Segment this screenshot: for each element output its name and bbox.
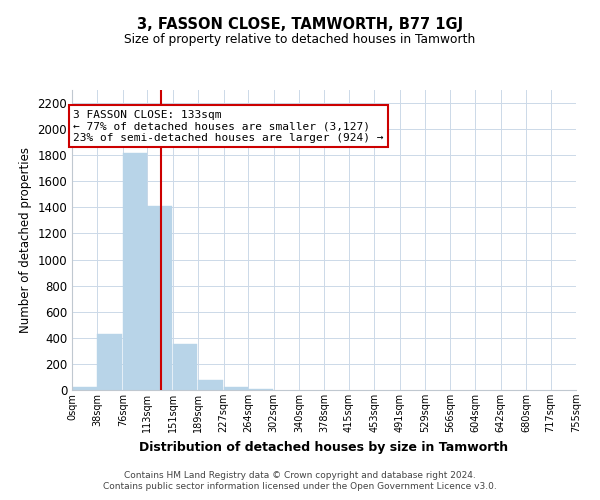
Text: 3 FASSON CLOSE: 133sqm
← 77% of detached houses are smaller (3,127)
23% of semi-: 3 FASSON CLOSE: 133sqm ← 77% of detached… [73, 110, 384, 143]
Text: Contains public sector information licensed under the Open Government Licence v3: Contains public sector information licen… [103, 482, 497, 491]
X-axis label: Distribution of detached houses by size in Tamworth: Distribution of detached houses by size … [139, 440, 509, 454]
Bar [173, 344, 197, 390]
Text: Size of property relative to detached houses in Tamworth: Size of property relative to detached ho… [124, 32, 476, 46]
Y-axis label: Number of detached properties: Number of detached properties [19, 147, 32, 333]
Bar [148, 206, 172, 390]
Bar [97, 334, 122, 390]
Bar [123, 152, 148, 390]
Text: Contains HM Land Registry data © Crown copyright and database right 2024.: Contains HM Land Registry data © Crown c… [124, 471, 476, 480]
Bar [198, 380, 223, 390]
Text: 3, FASSON CLOSE, TAMWORTH, B77 1GJ: 3, FASSON CLOSE, TAMWORTH, B77 1GJ [137, 18, 463, 32]
Bar [224, 386, 248, 390]
Bar [72, 388, 97, 390]
